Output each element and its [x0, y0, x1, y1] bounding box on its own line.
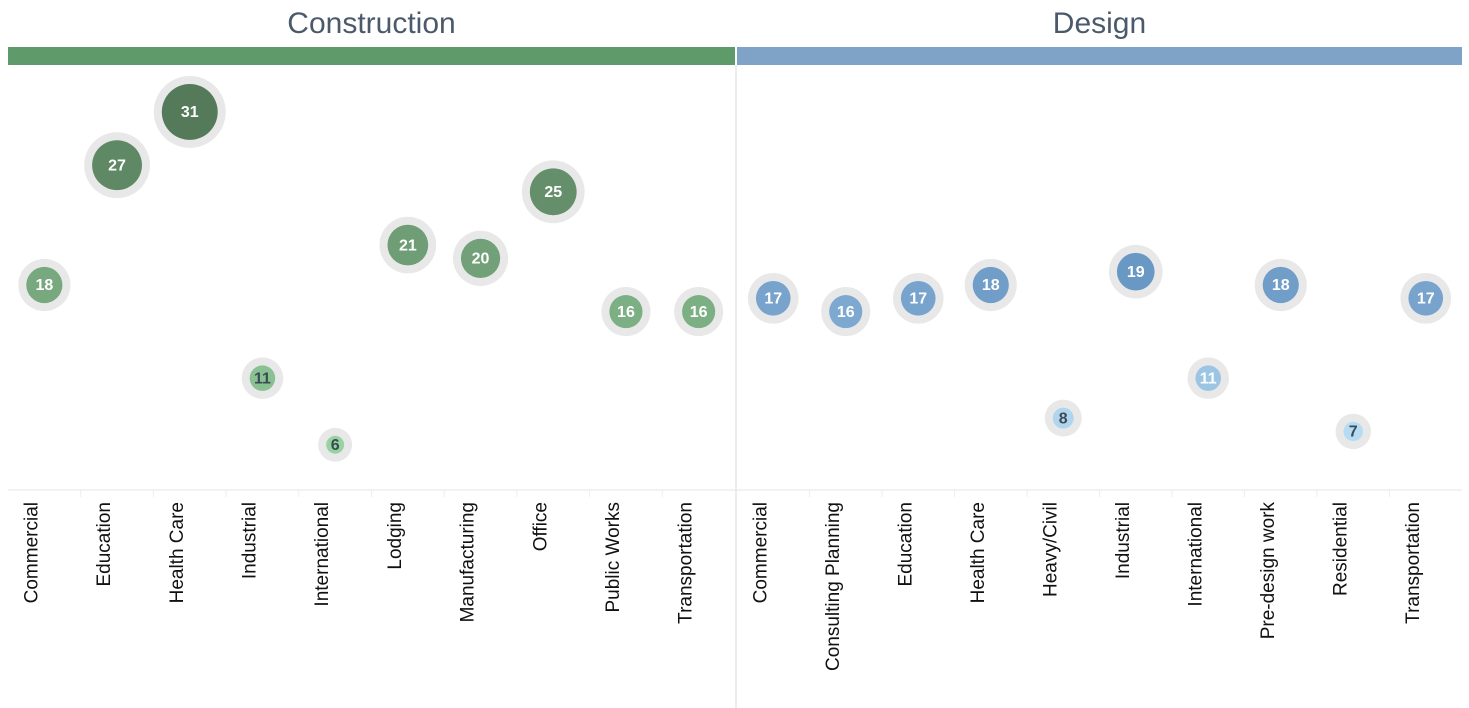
panel-header — [737, 47, 1462, 65]
bubble-label: 18 — [1272, 277, 1290, 294]
x-tick-label: Education — [895, 502, 916, 587]
bubble — [1116, 252, 1155, 291]
bubble — [972, 266, 1009, 304]
x-tick-label: Health Care — [968, 502, 989, 603]
bubble-label: 17 — [764, 291, 782, 308]
bubble — [529, 168, 577, 216]
bubble-label: 31 — [181, 104, 199, 121]
x-tick-label: Lodging — [385, 502, 406, 570]
bubble — [609, 295, 643, 329]
bubble-label: 11 — [1200, 370, 1217, 387]
bubble — [1052, 407, 1074, 429]
bubble-label: 16 — [617, 304, 635, 321]
bubble-label: 8 — [1059, 410, 1068, 427]
x-tick-label: Heavy/Civil — [1040, 502, 1061, 597]
bubble — [1343, 421, 1363, 442]
bubble-label: 19 — [1127, 264, 1145, 281]
x-tick-label: Office — [530, 502, 551, 551]
bubble — [26, 266, 63, 304]
bubble — [161, 83, 218, 140]
bubble-label: 20 — [472, 251, 490, 268]
x-tick-label: Residential — [1330, 502, 1351, 596]
bubble — [682, 295, 716, 329]
bubble-label: 21 — [399, 237, 417, 254]
bubble-label: 16 — [690, 304, 708, 321]
bubble-label: 25 — [544, 184, 562, 201]
x-tick-label: International — [1185, 502, 1206, 607]
bubble-label: 6 — [331, 437, 340, 454]
x-tick-label: Transportation — [1403, 502, 1424, 624]
bubble — [900, 280, 936, 316]
bubble — [387, 224, 429, 266]
panel-title: Design — [1053, 7, 1146, 40]
x-tick-label: Health Care — [167, 502, 188, 603]
bubble-label: 18 — [982, 277, 1000, 294]
bubble — [829, 295, 863, 329]
x-tick-label: Education — [94, 502, 115, 587]
x-tick-label: Industrial — [239, 502, 260, 579]
bubble — [1262, 266, 1299, 304]
bubble-label: 18 — [35, 277, 53, 294]
bubble — [460, 238, 501, 278]
bubble-label: 17 — [1417, 291, 1435, 308]
bubble-label: 27 — [108, 157, 126, 174]
bubble — [92, 140, 142, 191]
x-tick-label: Commercial — [21, 502, 42, 603]
x-tick-label: Public Works — [603, 502, 624, 613]
x-tick-label: Manufacturing — [458, 502, 479, 622]
bubble — [249, 365, 276, 391]
bubble-label: 7 — [1349, 424, 1358, 441]
x-tick-label: Pre-design work — [1258, 502, 1279, 640]
x-tick-label: Transportation — [676, 502, 697, 624]
bubble — [755, 280, 791, 316]
bubble-label: 17 — [909, 291, 927, 308]
x-tick-label: Commercial — [750, 502, 771, 603]
bubble — [1408, 280, 1444, 316]
x-tick-label: Industrial — [1113, 502, 1134, 579]
panel-title: Construction — [287, 7, 455, 40]
bubble — [1195, 365, 1222, 391]
panel-header — [8, 47, 735, 65]
x-tick-label: Consulting Planning — [823, 502, 844, 671]
bubble — [326, 435, 345, 454]
bubble-label: 16 — [837, 304, 855, 321]
x-tick-label: International — [312, 502, 333, 607]
bubble-label: 11 — [254, 370, 271, 387]
